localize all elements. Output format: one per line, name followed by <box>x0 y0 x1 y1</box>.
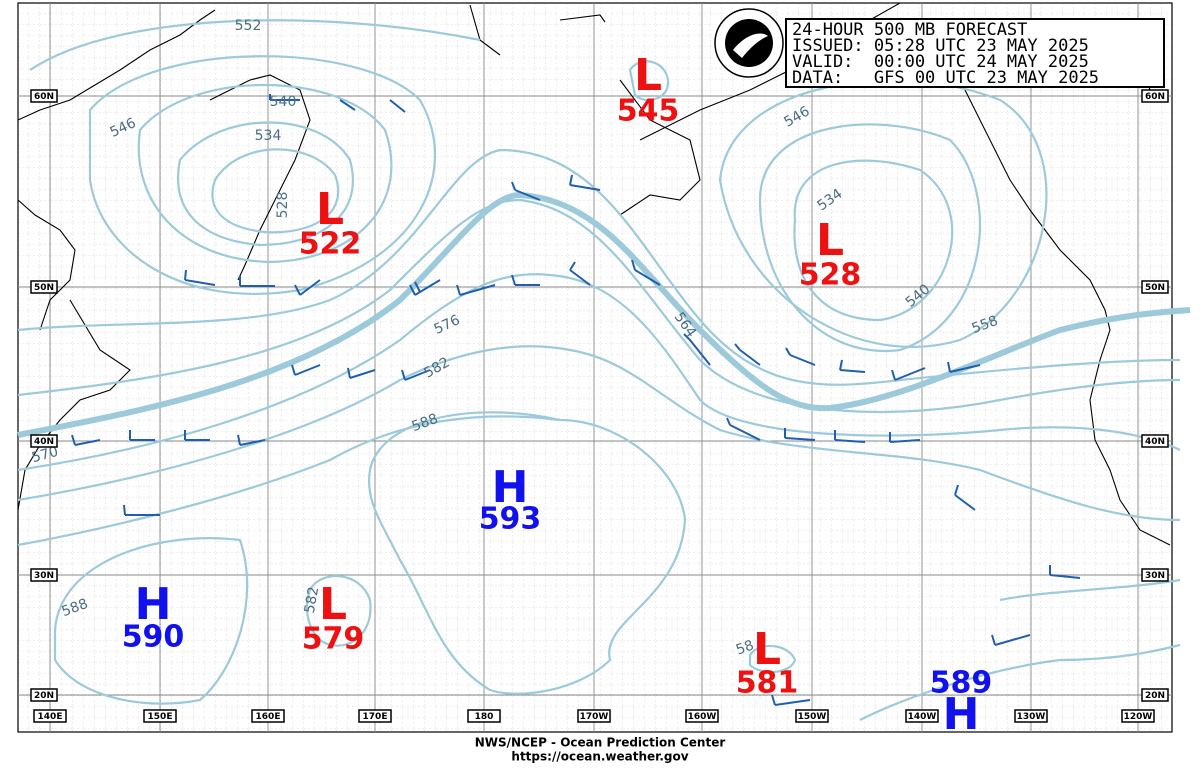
lat-label-box <box>1141 688 1169 702</box>
lon-label-box <box>1014 709 1048 723</box>
center-letter: H <box>492 462 529 513</box>
lon-label: 140W <box>908 712 937 722</box>
lat-label-box <box>30 89 58 103</box>
lat-label-box <box>1141 568 1169 582</box>
height-contours <box>17 19 1191 721</box>
header: 24-HOUR 500 MB FORECAST ISSUED: 05:28 UT… <box>785 18 1165 88</box>
center-letter: L <box>634 50 662 101</box>
contour-label: 534 <box>255 128 282 144</box>
lon-label-box <box>795 709 829 723</box>
lat-label-box <box>30 688 58 702</box>
axis-labels: 60N 60N 50N 50N 40N 40N 30N 30N 20N 20N 140E 150E 16… <box>30 89 1169 723</box>
center-value: 593 <box>479 502 542 537</box>
center-letter: L <box>319 579 347 630</box>
lat-label: 20N <box>34 691 54 701</box>
contour-label: 540 <box>270 94 297 110</box>
lat-label: 20N <box>1145 691 1165 701</box>
lat-label-box <box>1141 434 1169 448</box>
lon-label: 130W <box>1017 712 1046 722</box>
lon-label-box <box>358 709 392 723</box>
footer-line: https://ocean.weather.gov <box>511 750 688 764</box>
lon-label: 140E <box>38 712 63 722</box>
pressure-centers: L 522 L 528 L 545 H 593 H 590 L 579 L 58… <box>122 50 993 740</box>
center-value: 590 <box>122 620 185 655</box>
lon-label-box <box>1121 709 1155 723</box>
lon-label: 160E <box>256 712 281 722</box>
lat-label-box <box>1141 89 1169 103</box>
center-letter: L <box>753 624 781 675</box>
wind-barbs <box>71 94 1081 706</box>
center-value: 581 <box>736 666 799 701</box>
major-grid <box>18 3 1172 732</box>
lon-label: 180 <box>475 712 494 722</box>
center-letter: H <box>943 689 980 740</box>
contour-label: 528 <box>275 192 291 219</box>
header-line: 24-HOUR 500 MB FORECAST <box>792 20 1027 40</box>
contour-label: 570 <box>30 444 60 466</box>
lat-label: 60N <box>34 92 54 102</box>
contour-label: 552 <box>235 18 262 34</box>
lat-label-box <box>30 434 58 448</box>
center-letter: L <box>816 215 844 266</box>
lon-label-box <box>685 709 719 723</box>
center-value: 528 <box>799 258 862 293</box>
lon-label-box <box>251 709 285 723</box>
lon-label: 170W <box>580 712 609 722</box>
noaa-logo <box>714 8 784 78</box>
header-line: DATA: GFS 00 UTC 23 MAY 2025 <box>792 68 1099 88</box>
lat-label: 40N <box>34 437 54 447</box>
header-box <box>785 18 1165 88</box>
lon-label: 170E <box>363 712 388 722</box>
lon-label-box <box>33 709 67 723</box>
lat-label-box <box>30 280 58 294</box>
lat-label: 60N <box>1145 92 1165 102</box>
footer-line: NWS/NCEP - Ocean Prediction Center <box>475 736 726 750</box>
center-value: 589 <box>930 666 993 701</box>
lat-label: 40N <box>1145 437 1165 447</box>
header-line: ISSUED: 05:28 UTC 23 MAY 2025 <box>792 36 1089 56</box>
center-value: 522 <box>299 227 362 262</box>
lon-label: 150E <box>148 712 173 722</box>
lon-label-box <box>467 709 501 723</box>
contour-label: 582 <box>302 585 322 614</box>
lon-label: 150W <box>798 712 827 722</box>
lon-label-box <box>143 709 177 723</box>
lat-label-box <box>30 568 58 582</box>
center-value: 545 <box>617 94 680 129</box>
center-letter: H <box>135 579 172 630</box>
lat-label: 50N <box>1145 283 1165 293</box>
lon-label: 120W <box>1124 712 1153 722</box>
header-line: VALID: 00:00 UTC 24 MAY 2025 <box>792 52 1089 72</box>
lat-label: 30N <box>34 571 54 581</box>
center-letter: L <box>316 184 344 235</box>
map-frame <box>17 2 1173 733</box>
contour-label: 58 <box>734 637 756 658</box>
lon-label-box <box>905 709 939 723</box>
lat-label: 30N <box>1145 571 1165 581</box>
lon-label: 160W <box>688 712 717 722</box>
center-value: 579 <box>302 622 365 657</box>
lat-label-box <box>1141 280 1169 294</box>
lat-label: 50N <box>34 283 54 293</box>
lon-label-box <box>577 709 611 723</box>
